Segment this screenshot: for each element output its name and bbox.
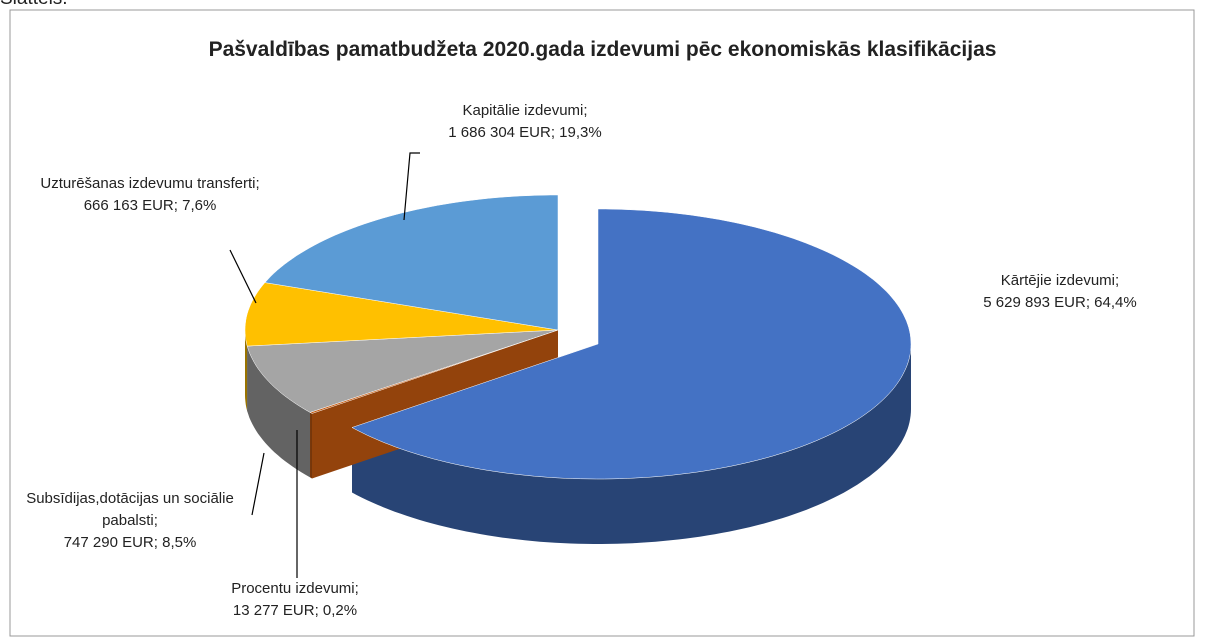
slice xyxy=(246,329,559,413)
label-value: 1 686 304 EUR; 19,3% xyxy=(448,124,602,141)
label-value: 5 629 893 EUR; 64,4% xyxy=(983,294,1137,311)
slice xyxy=(264,194,559,331)
label-category: Kapitālie izdevumi; xyxy=(462,102,588,119)
label-value: 666 163 EUR; 7,6% xyxy=(83,197,217,214)
label-category: Subsīdijas,dotācijas un sociālie pabalst… xyxy=(26,490,234,529)
data-label: Procentu izdevumi; 13 277 EUR; 0,2% xyxy=(185,578,405,622)
slice-side xyxy=(310,412,312,479)
slice xyxy=(244,282,559,347)
label-value: 13 277 EUR; 0,2% xyxy=(232,602,358,619)
caption: Slattels. xyxy=(0,0,68,10)
data-label: Kapitālie izdevumi; 1 686 304 EUR; 19,3% xyxy=(390,100,660,144)
slice-side xyxy=(245,330,248,412)
leader-line xyxy=(229,249,257,304)
slice-side xyxy=(247,346,311,478)
data-label: Uzturēšanas izdevumu transferti; 666 163… xyxy=(40,173,260,217)
pie xyxy=(244,194,912,544)
leader-lines xyxy=(229,152,420,578)
chart-title: Pašvaldības pamatbudžeta 2020.gada izdev… xyxy=(208,38,997,61)
slice-side xyxy=(352,344,911,544)
data-label: Kārtējie izdevumi; 5 629 893 EUR; 64,4% xyxy=(940,270,1180,314)
leader-line xyxy=(251,452,265,516)
label-value: 747 290 EUR; 8,5% xyxy=(63,534,197,551)
data-label: Subsīdijas,dotācijas un sociālie pabalst… xyxy=(10,488,250,554)
slice xyxy=(351,208,912,480)
label-category: Procentu izdevumi; xyxy=(231,580,359,597)
leader-line xyxy=(403,152,420,221)
label-category: Uzturēšanas izdevumu transferti; xyxy=(40,175,260,192)
label-category: Kārtējie izdevumi; xyxy=(1000,272,1120,289)
